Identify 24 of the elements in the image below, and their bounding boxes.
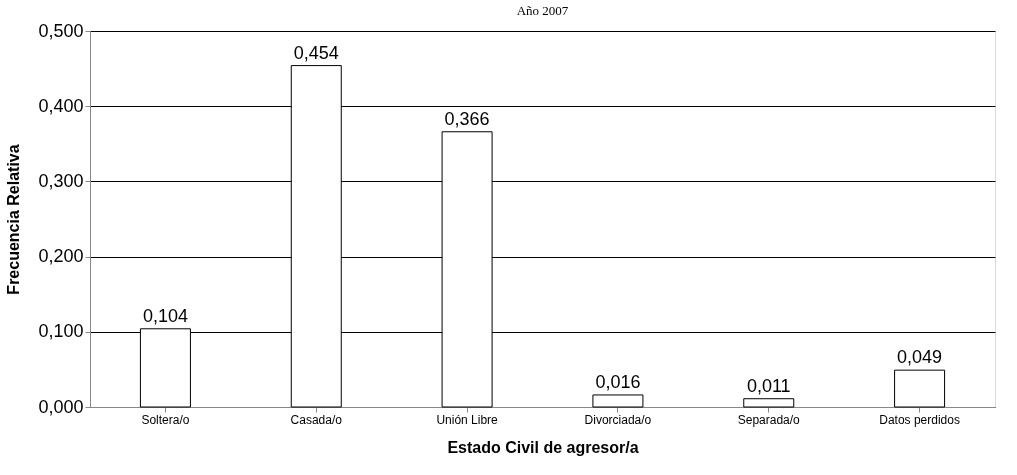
x-tick-label: Separada/o xyxy=(737,412,801,427)
data-label: 0,454 xyxy=(293,42,339,63)
x-tick-label: Divorciada/o xyxy=(584,412,652,427)
bar xyxy=(592,394,644,408)
y-tick-label: 0,100 xyxy=(38,321,84,342)
data-label: 0,049 xyxy=(897,347,943,368)
y-tick-label: 0,300 xyxy=(38,170,84,191)
x-tick-label: Casada/o xyxy=(290,412,343,427)
bar xyxy=(894,369,946,408)
data-label: 0,016 xyxy=(595,371,641,392)
y-tick-label: 0,200 xyxy=(38,246,84,267)
data-label: 0,011 xyxy=(746,375,791,396)
x-tick-label: Datos perdidos xyxy=(879,412,960,427)
y-tick-label: 0,000 xyxy=(38,396,84,417)
x-axis-title: Estado Civil de agresor/a xyxy=(447,438,639,456)
bar xyxy=(743,398,795,408)
data-label: 0,366 xyxy=(444,108,490,129)
y-tick-label: 0,400 xyxy=(38,95,84,116)
x-tick-label: Unión Libre xyxy=(436,412,499,427)
data-label: 0,104 xyxy=(142,305,188,326)
chart-title: Año 2007 xyxy=(516,3,569,18)
y-axis-title: Frecuencia Relativa xyxy=(5,144,23,295)
y-tick-label: 0,500 xyxy=(38,20,84,41)
x-tick-label: Soltera/o xyxy=(141,412,190,427)
